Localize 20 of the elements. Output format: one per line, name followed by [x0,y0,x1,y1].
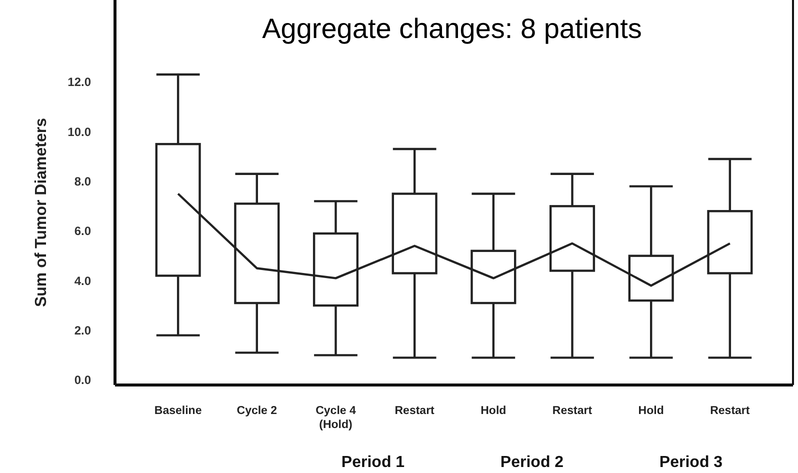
text: Period 1 [341,454,405,471]
y-tick-label: 6.0 [74,224,92,238]
y-tick-label: 0.0 [74,373,92,388]
y-tick-label: 12.0 [68,75,92,90]
x-tick-label: Restart [552,405,592,417]
x-tick-label: Cycle 2 [236,405,278,417]
y-tick-label: 2.0 [74,324,92,338]
text: Period 2 [500,454,564,471]
text: Period 3 [659,454,723,471]
y-tick-label: 4.0 [74,274,92,288]
x-tick-label: Restart [710,405,750,417]
y-axis-title: Sum of Tumor Diameters [33,118,50,308]
x-tick-label: Cycle 4 (Hold) [316,405,356,431]
x-tick-label: Restart [394,405,435,417]
y-tick-label: 10.0 [68,124,92,139]
x-tick-label: Hold [480,405,506,417]
text: Aggregate changes: 8 patients [262,13,642,44]
x-tick-label: Baseline [154,405,202,417]
y-tick-label: 8.0 [74,174,92,189]
x-tick-label: Hold [638,405,664,417]
